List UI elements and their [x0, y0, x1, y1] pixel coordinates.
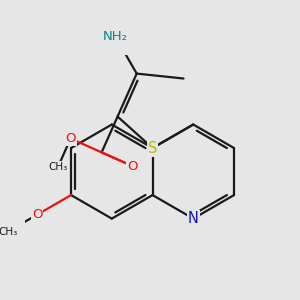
Text: O: O: [32, 208, 42, 221]
Text: CH₃: CH₃: [0, 227, 17, 237]
Text: O: O: [128, 160, 138, 173]
Text: NH₂: NH₂: [103, 30, 128, 43]
Text: S: S: [148, 140, 157, 155]
Text: N: N: [188, 211, 199, 226]
Text: O: O: [65, 132, 76, 145]
Text: CH₃: CH₃: [48, 162, 68, 172]
